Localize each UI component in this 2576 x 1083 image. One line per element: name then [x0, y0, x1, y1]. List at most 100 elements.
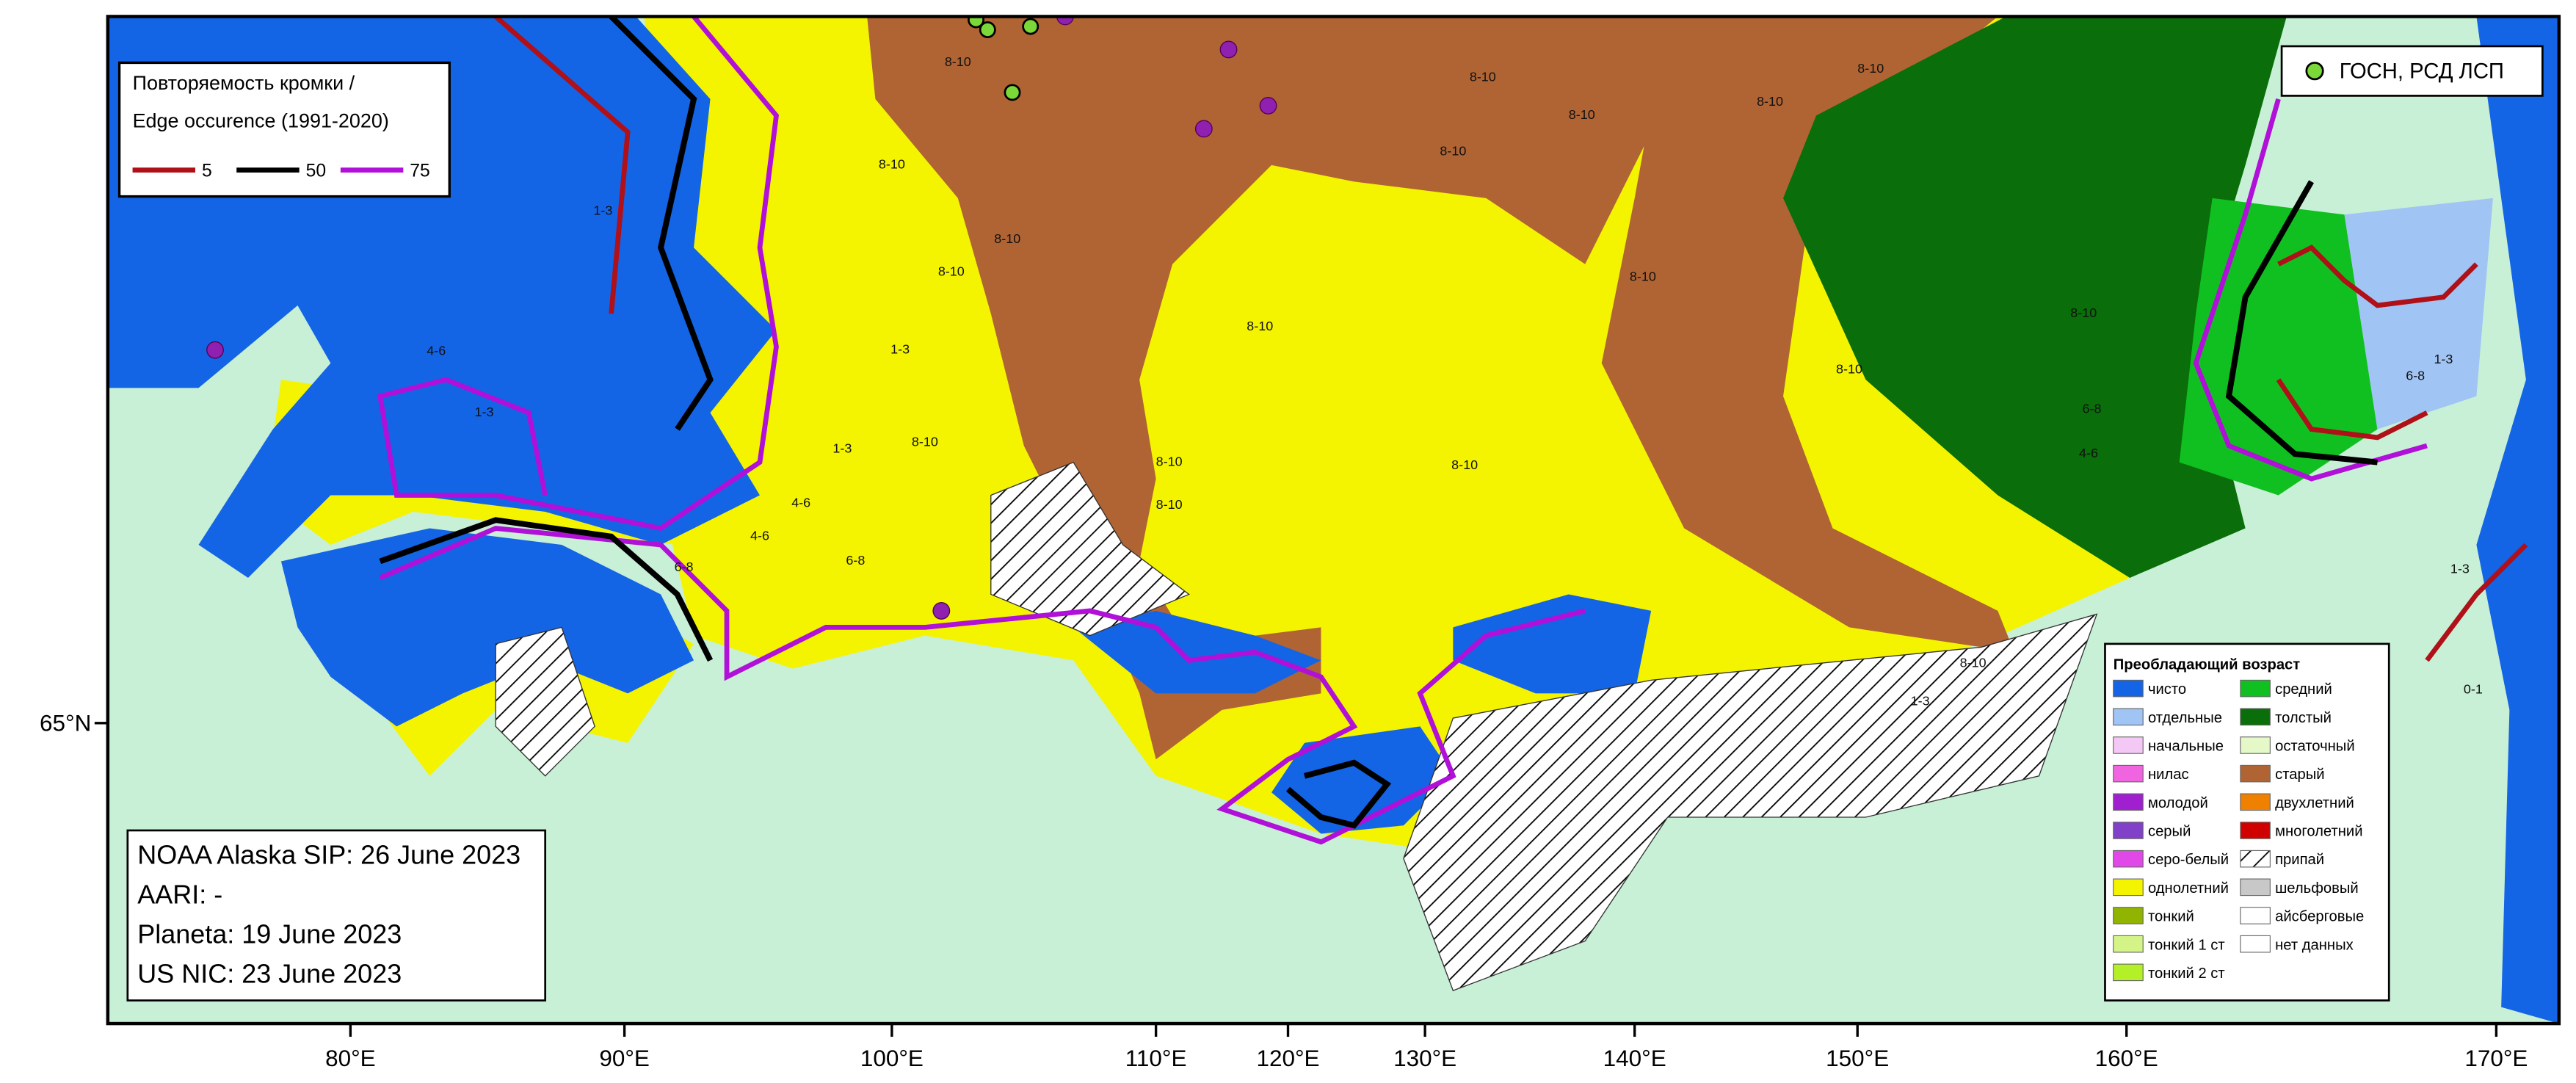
source-line: NOAA Alaska SIP: 26 June 2023 [137, 839, 520, 869]
edge-legend: Повторяемость кромки / Edge occurence (1… [117, 61, 451, 198]
age-label: двухлетний [2275, 795, 2354, 811]
region-label: 4-6 [750, 529, 769, 543]
region-label: 4-6 [791, 496, 810, 510]
age-swatch [2240, 764, 2271, 783]
source-line: US NIC: 23 June 2023 [137, 958, 402, 988]
region-label: 1-3 [2450, 561, 2470, 576]
lon-label: 140°E [1603, 1046, 1666, 1071]
map-frame [106, 15, 2561, 1026]
age-swatch [2113, 764, 2144, 783]
region-label: 1-3 [475, 405, 494, 419]
age-label: многолетний [2275, 824, 2362, 840]
age-swatch [2113, 679, 2144, 698]
lon-label: 150°E [1826, 1046, 1889, 1071]
region-label: 4-6 [427, 344, 446, 358]
age-swatch [2240, 878, 2271, 897]
region-label: 8-10 [1440, 144, 1466, 159]
lat-label: 65°N [40, 710, 91, 736]
lon-label: 110°E [1125, 1046, 1187, 1071]
region-label: 1-3 [890, 341, 910, 356]
region-label: 4-6 [2079, 446, 2098, 460]
sources-box: NOAA Alaska SIP: 26 June 2023 AARI: - Plan… [126, 829, 547, 1001]
points-legend: ГОСН, РСД ЛСП [2280, 45, 2544, 97]
age-label: чисто [2148, 681, 2186, 698]
region-label: 1-3 [593, 203, 612, 218]
region-label: 8-10 [2070, 305, 2097, 320]
region-label: 8-10 [1630, 269, 1656, 283]
region-label: 8-10 [1156, 497, 1183, 512]
age-swatch [2240, 679, 2271, 698]
age-swatch [2240, 793, 2271, 811]
age-label: начальные [2148, 739, 2224, 755]
age-swatch [2113, 736, 2144, 754]
age-label: шельфовый [2275, 880, 2359, 897]
age-label: однолетний [2148, 880, 2229, 897]
source-line: AARI: - [137, 879, 222, 909]
region-label: 8-10 [879, 157, 905, 172]
region-label: 8-10 [1247, 319, 1273, 333]
region-label: 6-8 [846, 553, 865, 568]
age-swatch [2113, 963, 2144, 982]
edge-legend-title: Edge occurence (1991-2020) [133, 110, 389, 132]
lon-label: 160°E [2095, 1046, 2158, 1071]
region-label: 8-10 [1836, 361, 1862, 376]
age-label: припай [2275, 852, 2324, 868]
age-label: отдельные [2148, 710, 2222, 726]
age-legend-title: Преобладающий возраст [2114, 656, 2301, 673]
age-label: айсберговые [2275, 909, 2364, 925]
age-swatch [2113, 793, 2144, 811]
age-label: молодой [2148, 795, 2208, 811]
region-label: 8-10 [1569, 107, 1595, 122]
age-label: серо-белый [2148, 852, 2229, 868]
age-label: серый [2148, 824, 2191, 840]
age-swatch [2240, 850, 2271, 868]
region-label: 6-8 [2083, 401, 2102, 416]
age-swatch [2240, 907, 2271, 924]
region-label: 1-3 [832, 441, 852, 455]
age-swatch [2240, 822, 2271, 839]
age-label: нилас [2148, 767, 2189, 783]
age-label: остаточный [2275, 739, 2355, 755]
points-legend-label: ГОСН, РСД ЛСП [2340, 60, 2504, 84]
age-swatch [2240, 935, 2271, 953]
age-swatch [2113, 935, 2144, 953]
region-label: 8-10 [912, 434, 938, 449]
region-label: 8-10 [1960, 656, 1987, 670]
lon-label: 90°E [599, 1046, 650, 1071]
region-label: 8-10 [1156, 454, 1183, 468]
age-label: тонкий 1 ст [2148, 937, 2225, 953]
age-swatch [2240, 736, 2271, 754]
edge-legend-title: Повторяемость кромки / [133, 72, 355, 94]
age-legend: Преобладающий возраст чисто отдельные нача… [2104, 642, 2390, 1001]
age-swatch [2113, 822, 2144, 839]
region-label: 0-1 [2464, 682, 2483, 697]
map-area: 8-10 8-10 8-10 8-10 8-10 8-10 8-10 8-10 8-10 8-10… [107, 16, 2559, 1024]
age-swatch [2113, 878, 2144, 897]
age-label: тонкий 2 ст [2148, 966, 2225, 982]
region-label: 8-10 [994, 231, 1020, 246]
lon-label: 170°E [2464, 1046, 2528, 1071]
lon-label: 100°E [860, 1046, 924, 1071]
edge-label: 50 [306, 161, 327, 181]
age-label: толстый [2275, 710, 2332, 726]
region-label: 8-10 [1470, 69, 1496, 84]
source-line: Planeta: 19 June 2023 [137, 919, 402, 949]
age-swatch [2113, 708, 2144, 726]
lon-label: 120°E [1256, 1046, 1319, 1071]
age-label: средний [2275, 681, 2332, 698]
lon-label: 130°E [1393, 1046, 1456, 1071]
age-swatch [2240, 708, 2271, 726]
region-label: 6-8 [675, 559, 694, 574]
age-label: старый [2275, 767, 2324, 783]
region-label: 6-8 [2406, 368, 2425, 383]
edge-label: 75 [410, 161, 430, 181]
region-label: 1-3 [2434, 352, 2453, 366]
lon-label: 80°E [325, 1046, 376, 1071]
age-label: нет данных [2275, 937, 2354, 953]
region-label: 1-3 [1911, 693, 1930, 708]
region-label: 8-10 [1857, 61, 1884, 76]
edge-label: 5 [202, 161, 212, 181]
age-swatch [2113, 907, 2144, 924]
